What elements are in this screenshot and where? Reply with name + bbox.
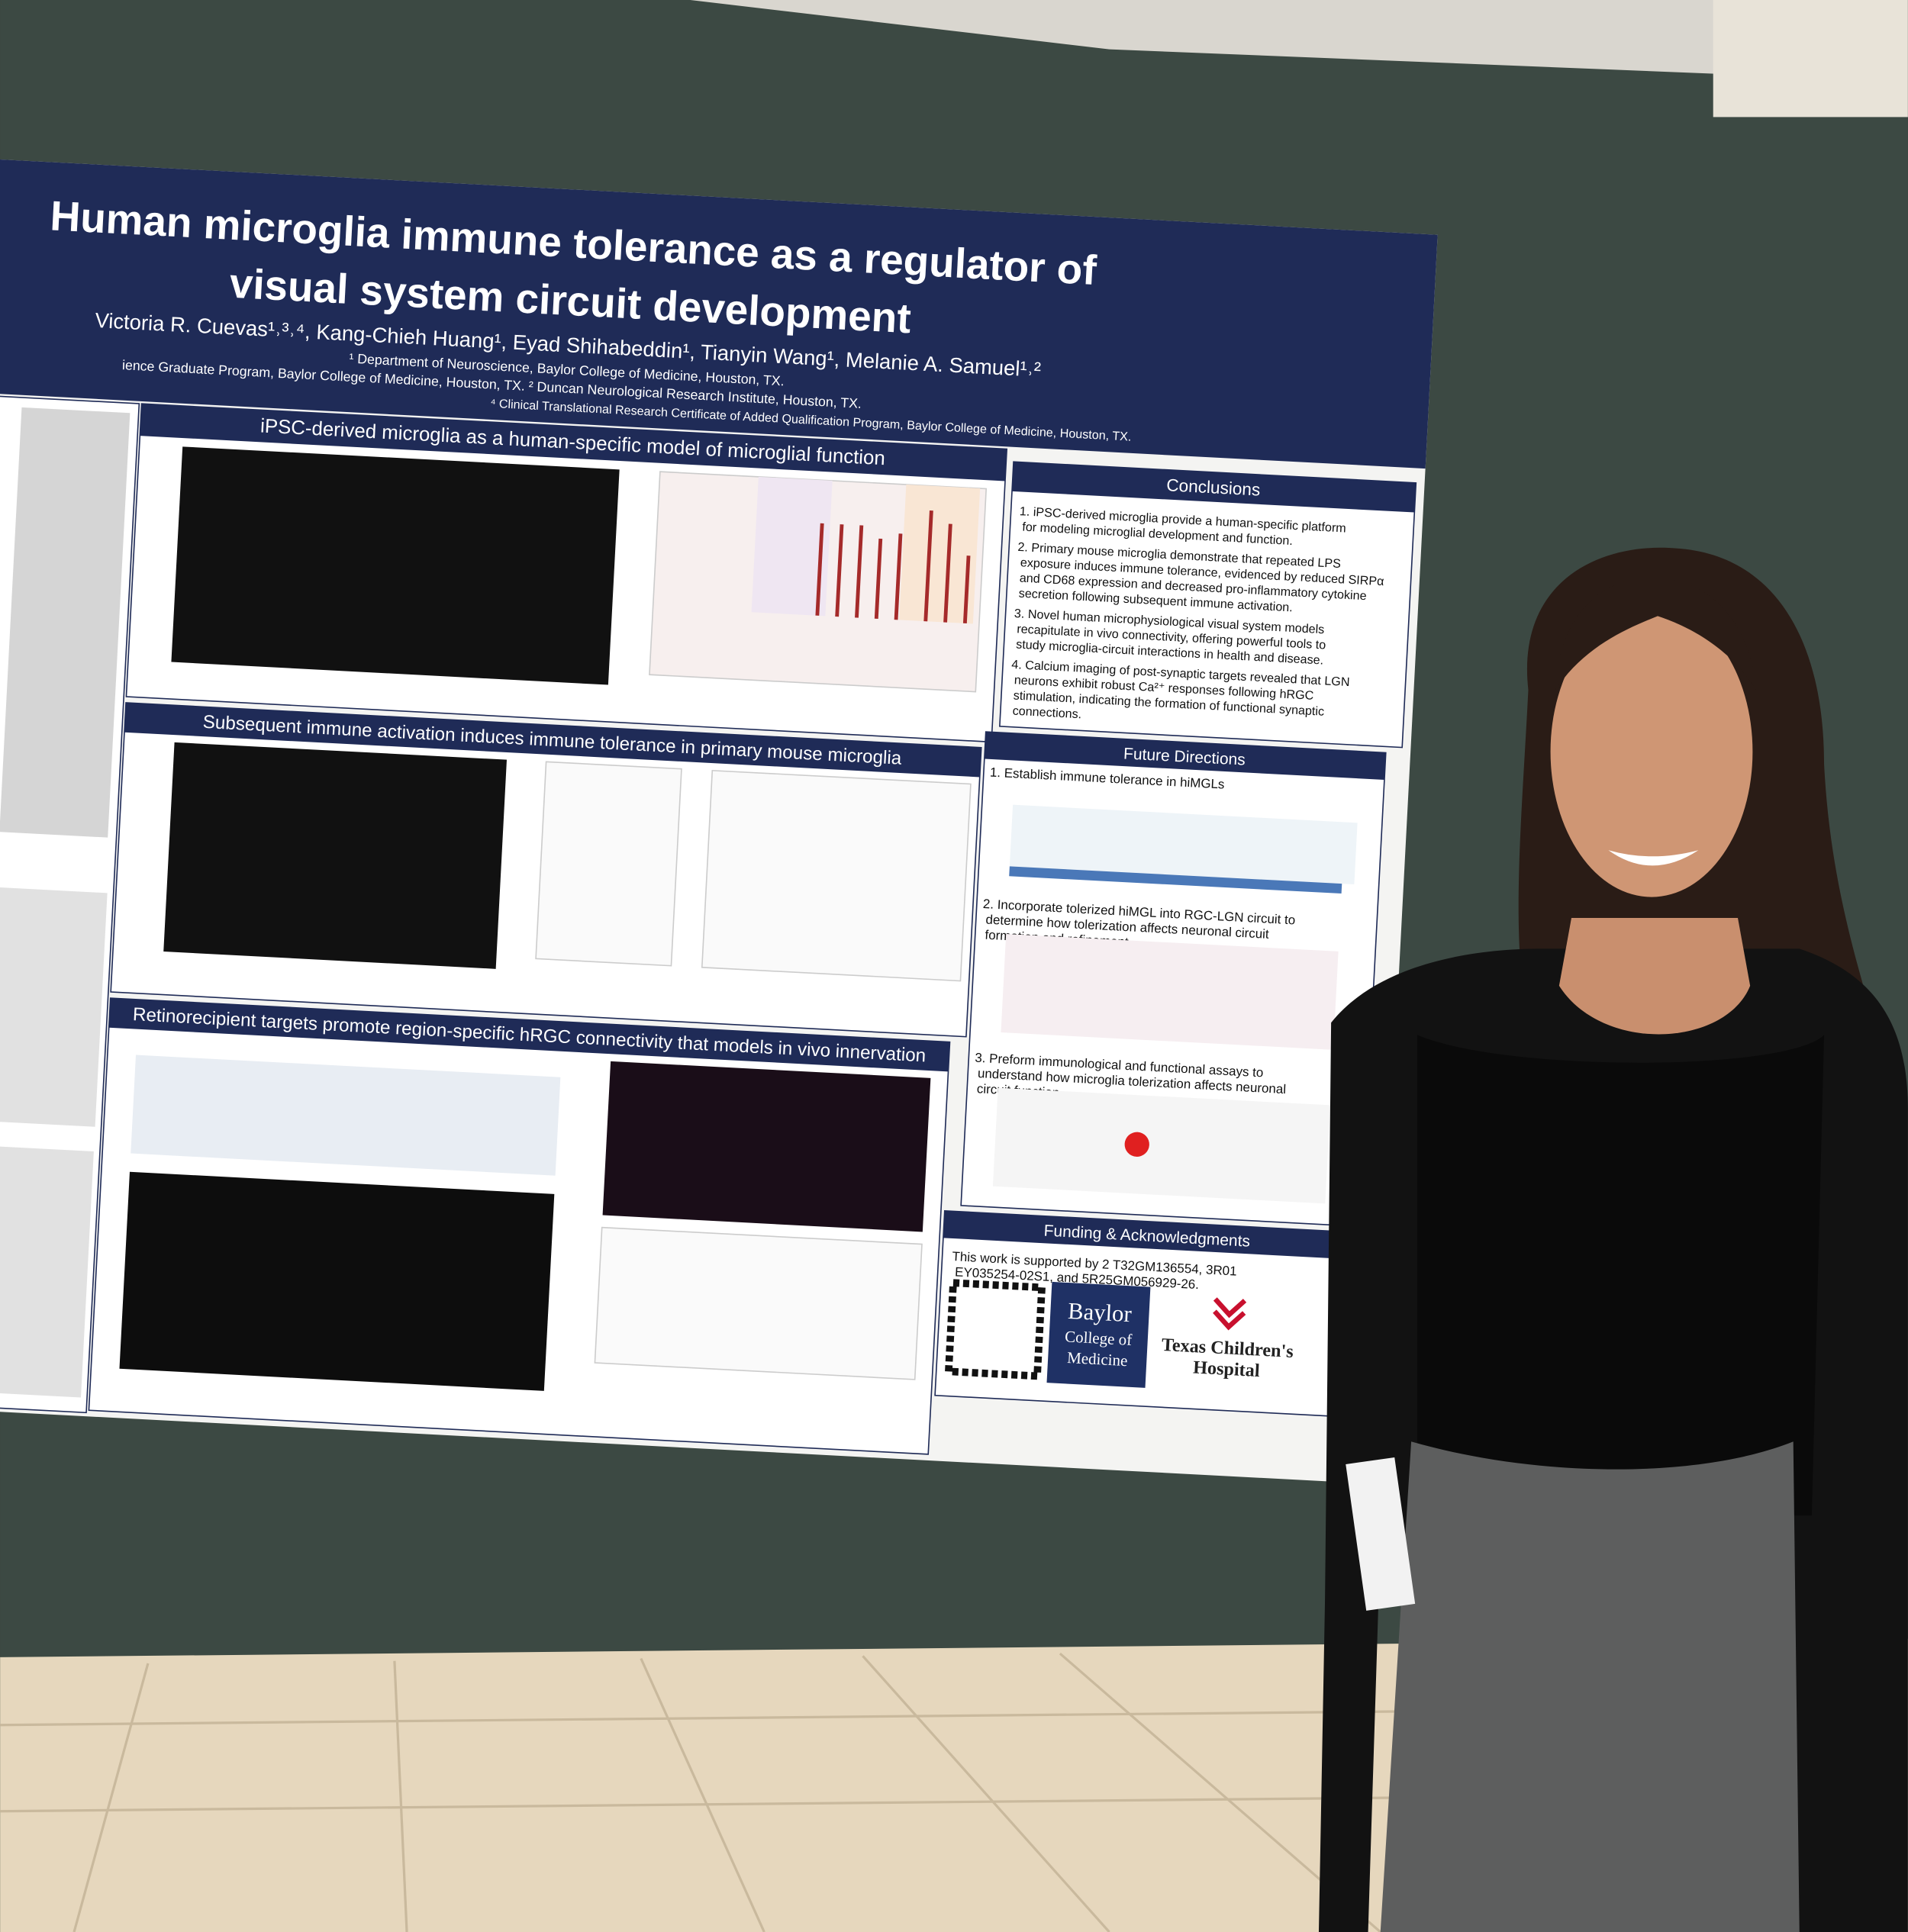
pants (1380, 1441, 1800, 1932)
face (1550, 606, 1753, 897)
section-header (984, 732, 1386, 780)
future-diagrams (992, 804, 1358, 1204)
section-box (999, 461, 1417, 749)
hair-part (1555, 578, 1757, 691)
texas-logo-mark (1213, 1297, 1247, 1331)
poster: Human microglia immune tolerance as a re… (0, 159, 1438, 1484)
section-header (1011, 462, 1416, 513)
top (1417, 1035, 1825, 1516)
figure-decor (815, 510, 971, 624)
neck (1558, 918, 1751, 1035)
body-text: 4. Calcium imaging of post-synaptic targ… (1009, 658, 1350, 736)
baylor-logo (1046, 1281, 1151, 1388)
logo-text: Medicine (1067, 1348, 1128, 1370)
logo-text: Hospital (1193, 1357, 1261, 1382)
smile (1608, 850, 1699, 866)
figure-panel (163, 742, 972, 982)
poster-header (0, 159, 1438, 469)
qr-code (944, 1279, 1046, 1380)
figure-panel (171, 446, 988, 693)
window (1713, 0, 1908, 118)
logo-text: College of (1065, 1327, 1133, 1349)
left-column-text (0, 407, 131, 1398)
ceiling (690, 0, 1719, 74)
person (1318, 547, 1908, 1932)
name-badge (1346, 1457, 1416, 1611)
figure-panel (119, 1055, 931, 1391)
section-header (140, 404, 1007, 481)
logo-text: Baylor (1067, 1298, 1132, 1327)
section-header (108, 998, 950, 1072)
section-header (943, 1210, 1351, 1260)
section-header (124, 703, 981, 778)
left-column (0, 394, 140, 1414)
